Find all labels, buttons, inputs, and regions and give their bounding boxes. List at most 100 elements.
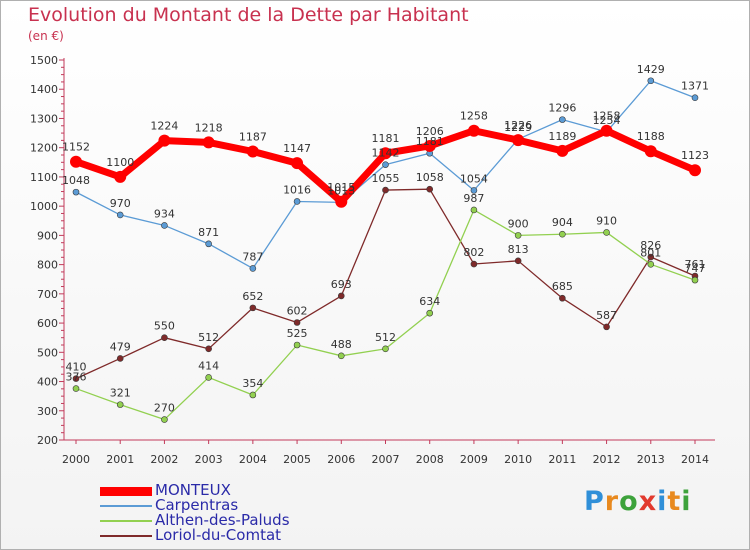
data-label: 1229 (504, 121, 532, 134)
data-label: 1429 (637, 63, 665, 76)
data-label: 1055 (372, 172, 400, 185)
data-label: 376 (66, 371, 87, 384)
data-label: 1187 (239, 130, 267, 143)
data-point (335, 195, 348, 208)
data-point (382, 186, 389, 194)
data-label: 787 (242, 250, 263, 263)
data-label: 354 (242, 377, 263, 390)
data-point (647, 77, 655, 85)
data-label: 747 (685, 262, 706, 275)
y-tick-label: 600 (37, 317, 58, 330)
data-point (470, 260, 478, 268)
legend-label-althen: Althen-des-Paluds (155, 511, 290, 529)
data-label: 587 (596, 309, 617, 322)
data-label: 512 (375, 331, 396, 344)
data-label: 900 (508, 217, 529, 230)
data-label: 826 (640, 239, 661, 252)
data-label: 1048 (62, 174, 90, 187)
legend-label-monteux: MONTEUX (155, 481, 231, 499)
data-label: 1218 (195, 121, 223, 134)
data-point (161, 416, 168, 423)
data-label: 1258 (593, 110, 621, 123)
data-label: 1189 (548, 130, 576, 143)
data-point (205, 374, 212, 381)
x-tick-label: 2010 (504, 453, 532, 466)
x-tick-label: 2013 (637, 453, 665, 466)
data-label: 1296 (548, 102, 576, 115)
data-point (116, 211, 124, 219)
data-label: 1054 (460, 172, 488, 185)
data-point (116, 355, 124, 362)
y-tick-label: 1100 (30, 171, 58, 184)
data-label: 1015 (327, 181, 355, 194)
y-tick-label: 1300 (30, 112, 58, 125)
data-point (246, 145, 259, 158)
data-point (70, 155, 82, 168)
data-label: 970 (110, 197, 131, 210)
data-point (161, 222, 168, 229)
legend-label-loriol: Loriol-du-Comtat (155, 526, 282, 544)
data-point (559, 294, 566, 302)
data-point (293, 198, 301, 205)
data-point (647, 253, 655, 261)
data-point (603, 323, 610, 331)
data-point (426, 309, 434, 317)
x-tick-label: 2004 (239, 453, 267, 466)
data-label: 414 (198, 359, 219, 372)
data-point (600, 124, 613, 137)
data-label: 479 (110, 340, 131, 353)
data-label: 1013 (327, 184, 355, 197)
data-label: 1226 (504, 119, 532, 132)
data-point (249, 304, 257, 312)
data-point (647, 261, 655, 268)
data-label: 934 (154, 207, 175, 220)
y-tick-label: 500 (37, 346, 58, 359)
legend-swatch-carpentras (100, 505, 152, 507)
data-label: 1100 (106, 156, 134, 169)
data-point (691, 94, 699, 102)
data-label: 813 (508, 243, 529, 256)
data-point (337, 352, 345, 360)
x-tick-label: 2014 (681, 453, 709, 466)
data-label: 488 (331, 338, 352, 351)
data-label: 1224 (150, 120, 178, 133)
logo-letter: t (667, 486, 682, 517)
logo-letter: i (681, 486, 692, 517)
legend-swatch-althen (100, 520, 152, 522)
data-label: 410 (66, 361, 87, 374)
data-point (205, 240, 212, 248)
data-label: 634 (419, 295, 440, 308)
y-tick-label: 900 (37, 229, 58, 242)
data-point (426, 185, 434, 193)
y-tick-label: 700 (37, 288, 58, 301)
x-tick-label: 2001 (106, 453, 134, 466)
data-label: 987 (463, 192, 484, 205)
data-label: 1206 (416, 125, 444, 138)
x-tick-label: 2008 (416, 453, 444, 466)
legend-swatch-loriol (100, 535, 152, 537)
y-tick-label: 1000 (30, 200, 58, 213)
data-label: 1188 (637, 130, 665, 143)
data-point (158, 134, 171, 147)
data-point (337, 292, 345, 300)
x-tick-label: 2002 (150, 453, 178, 466)
data-point (382, 161, 389, 168)
x-tick-label: 2012 (593, 453, 621, 466)
data-point (514, 232, 522, 239)
legend-label-carpentras: Carpentras (155, 496, 239, 514)
x-tick-label: 2000 (62, 453, 90, 466)
x-tick-label: 2003 (195, 453, 223, 466)
legend-swatch-monteux (100, 487, 152, 496)
unit-label: (en €) (28, 29, 64, 43)
data-point (559, 116, 566, 123)
y-tick-label: 1200 (30, 142, 58, 155)
data-label: 761 (685, 258, 706, 271)
data-label: 321 (110, 387, 131, 400)
data-point (691, 276, 699, 284)
data-point (249, 391, 257, 399)
data-point (72, 385, 80, 392)
data-point (202, 136, 215, 149)
data-point (114, 170, 127, 183)
data-point (603, 229, 610, 236)
